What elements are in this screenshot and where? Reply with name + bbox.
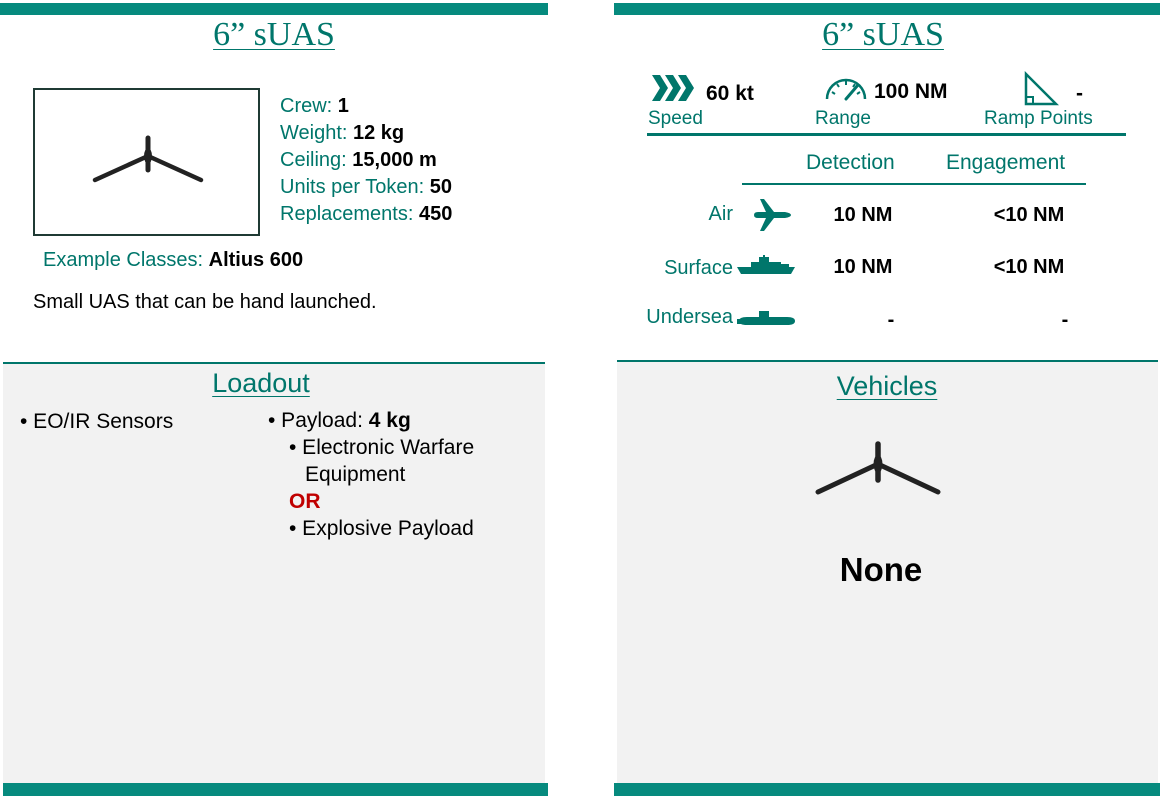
left-top-bar (0, 3, 548, 15)
crew-stat: Crew: 1 (280, 93, 349, 120)
speed-label: Speed (648, 108, 703, 129)
speed-value: 60 kt (706, 82, 754, 105)
right-card-title: 6” sUAS (822, 16, 944, 53)
replacements-stat: Replacements: 450 (280, 201, 452, 228)
row-label-air: Air (708, 203, 733, 225)
air-detection: 10 NM (833, 204, 893, 226)
ramp-value: - (1076, 82, 1083, 105)
range-label: Range (815, 108, 871, 129)
example-classes: Example Classes: Altius 600 (43, 249, 303, 272)
right-top-bar (614, 3, 1160, 15)
units-label: Units per Token: (280, 176, 430, 198)
vehicles-title: Vehicles (836, 371, 938, 401)
air-engagement: <10 NM (993, 204, 1065, 226)
payload-item: • Payload: 4 kg (268, 407, 411, 434)
airplane-icon (754, 199, 791, 231)
detection-header: Detection (806, 151, 895, 174)
ceiling-value: 15,000 m (352, 149, 437, 171)
crew-value: 1 (337, 95, 349, 117)
unit-image-frame (33, 88, 260, 236)
loadout-top-rule (3, 362, 545, 364)
speed-chevrons-icon (652, 75, 694, 101)
loadout-panel (3, 364, 545, 783)
sensors-item: • EO/IR Sensors (20, 410, 174, 433)
table-header-rule (742, 183, 1086, 185)
explosive-payload-item: • Explosive Payload (289, 517, 474, 540)
drone-silhouette-icon (92, 135, 204, 183)
drone-silhouette-icon (815, 441, 941, 495)
weight-label: Weight: (280, 122, 353, 144)
replacements-label: Replacements: (280, 203, 419, 225)
right-bottom-bar (614, 783, 1160, 796)
left-bottom-bar (3, 783, 548, 796)
undersea-engagement: - (1061, 309, 1069, 331)
ew-equipment-item: • Electronic Warfare (289, 436, 475, 459)
ramp-triangle-icon (1024, 71, 1059, 106)
ramp-label: Ramp Points (984, 108, 1093, 129)
or-separator: OR (289, 490, 321, 513)
units-value: 50 (429, 176, 452, 198)
submarine-icon (737, 311, 795, 325)
ship-icon (737, 255, 795, 274)
vehicles-value: None (839, 551, 923, 588)
replacements-value: 450 (418, 203, 453, 225)
example-value: Altius 600 (208, 249, 304, 271)
surface-detection: 10 NM (833, 256, 893, 278)
unit-description: Small UAS that can be hand launched. (33, 291, 377, 313)
ew-equipment-item-cont: Equipment (305, 463, 406, 486)
vehicles-top-rule (617, 360, 1158, 362)
row-label-surface: Surface (664, 257, 733, 279)
ceiling-label: Ceiling: (280, 149, 353, 171)
payload-value: 4 kg (368, 409, 411, 432)
payload-label: • Payload: (268, 409, 369, 432)
units-per-token-stat: Units per Token: 50 (280, 174, 452, 201)
weight-value: 12 kg (353, 122, 405, 144)
engagement-header: Engagement (946, 151, 1066, 174)
row-label-undersea: Undersea (646, 306, 733, 328)
speedometer-icon (825, 78, 867, 101)
stats-divider (647, 133, 1126, 136)
range-value: 100 NM (874, 80, 948, 103)
loadout-title: Loadout (212, 368, 310, 398)
surface-engagement: <10 NM (993, 256, 1065, 278)
crew-label: Crew: (280, 95, 338, 117)
left-card-title: 6” sUAS (213, 16, 335, 53)
undersea-detection: - (887, 309, 895, 331)
ceiling-stat: Ceiling: 15,000 m (280, 147, 437, 174)
vehicles-panel (617, 362, 1158, 783)
example-label: Example Classes: (43, 249, 209, 271)
weight-stat: Weight: 12 kg (280, 120, 404, 147)
